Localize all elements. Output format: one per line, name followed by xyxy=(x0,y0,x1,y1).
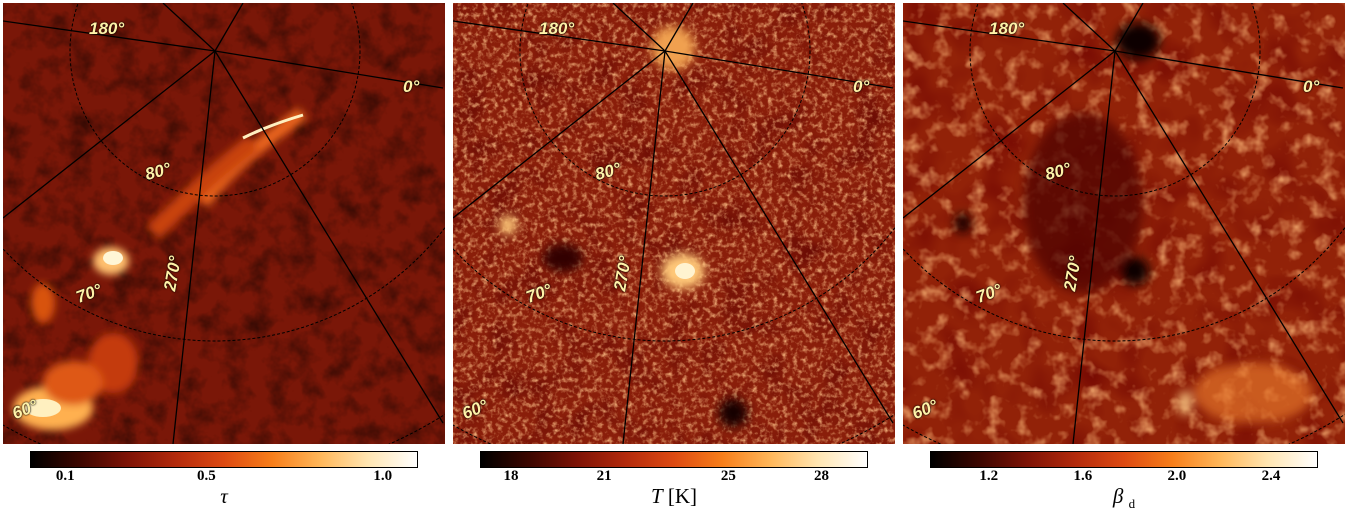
temperature-colorbar-gradient xyxy=(480,451,868,468)
colorbar-tick-label: 1.6 xyxy=(1073,468,1093,484)
colorbar-tick-label: 2.4 xyxy=(1261,468,1281,484)
colorbar-tick-label: 2.0 xyxy=(1167,468,1187,484)
lon-180-label: 180° xyxy=(539,19,575,38)
beta-colorbar-gradient xyxy=(930,451,1318,468)
colorbar-tick-label: 18 xyxy=(503,468,519,484)
tau-colorbar-title: τ xyxy=(30,485,418,510)
tau-colorbar-gradient xyxy=(30,451,418,468)
beta-subscript: d xyxy=(1128,496,1136,511)
lon-0-label: 0° xyxy=(403,77,420,96)
tau-map-panel: 180° 0° 80° 270° 70° 60° xyxy=(3,3,445,444)
colorbar-tick-label: 1.0 xyxy=(373,468,393,484)
lon-0-label: 0° xyxy=(1303,77,1320,96)
temperature-map-image xyxy=(453,3,895,444)
beta-colorbar: 1.2 1.6 2.0 2.4 β d xyxy=(930,451,1318,511)
tau-map-image xyxy=(3,3,445,444)
lon-0-label: 0° xyxy=(853,77,870,96)
beta-colorbar-title: β d xyxy=(930,484,1318,511)
lon-180-label: 180° xyxy=(89,19,125,38)
beta-map-panel: 180° 0° 80° 270° 70° 60° xyxy=(903,3,1345,444)
tau-colorbar: 0.1 0.5 1.0 τ xyxy=(30,451,418,507)
temperature-symbol: T xyxy=(650,484,663,508)
colorbar-tick-label: 1.2 xyxy=(979,468,999,484)
temperature-map-panel: 180° 0° 80° 270° 70° 60° xyxy=(453,3,895,444)
beta-map-image xyxy=(903,3,1345,444)
tau-symbol: τ xyxy=(220,484,228,508)
lon-180-label: 180° xyxy=(989,19,1025,38)
temperature-colorbar-title: T [K] xyxy=(480,485,868,510)
colorbar-tick-label: 28 xyxy=(813,468,829,484)
temperature-unit: [K] xyxy=(667,484,698,508)
colorbar-tick-label: 25 xyxy=(720,468,736,484)
temperature-colorbar: 18 21 25 28 T [K] xyxy=(480,451,868,507)
beta-symbol: β xyxy=(1112,484,1124,508)
colorbar-tick-label: 21 xyxy=(596,468,612,484)
colorbar-tick-label: 0.1 xyxy=(55,468,75,484)
colorbar-tick-label: 0.5 xyxy=(196,468,216,484)
